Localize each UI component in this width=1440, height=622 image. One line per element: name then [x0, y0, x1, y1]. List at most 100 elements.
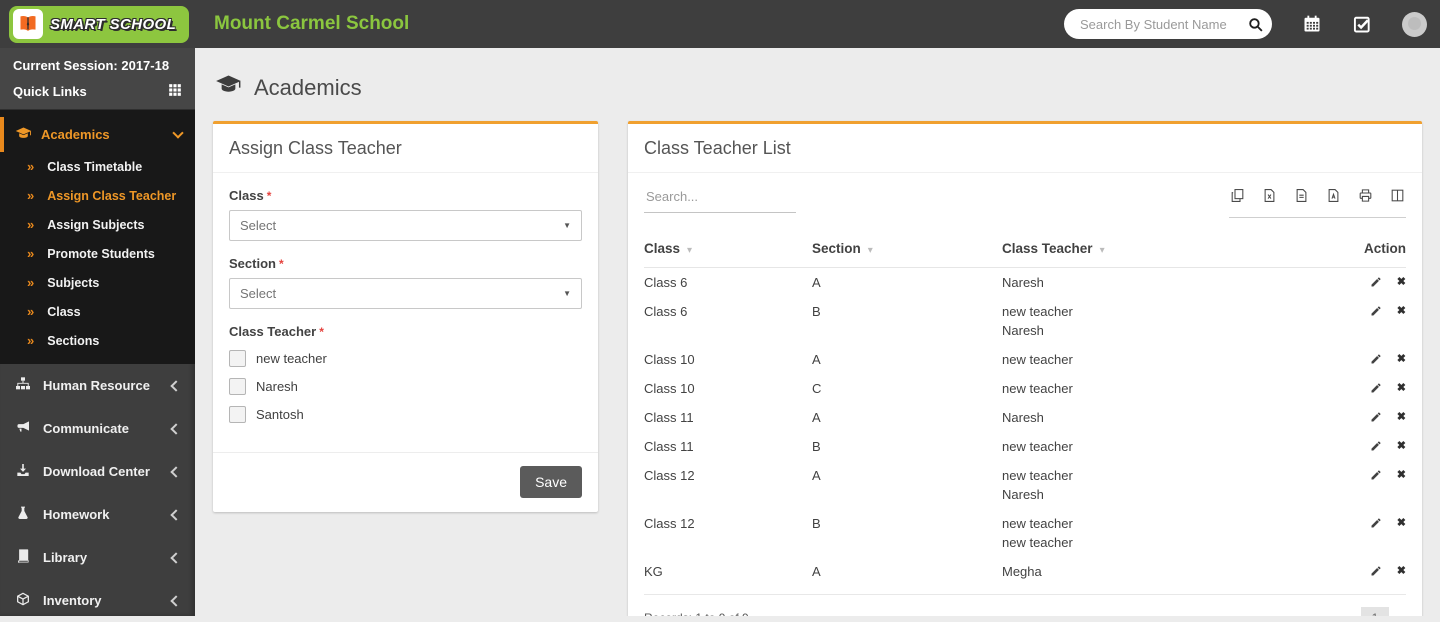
book-logo-icon — [13, 9, 43, 39]
sidebar-item-promote-students[interactable]: » Promote Students — [0, 239, 195, 268]
teacher-option-santosh[interactable]: Santosh — [229, 406, 582, 423]
delete-icon[interactable]: ✖ — [1396, 305, 1406, 317]
topbar-actions — [1064, 9, 1440, 39]
sidebar-item-human-resource[interactable]: Human Resource — [0, 364, 195, 407]
cell-class: Class 6 — [644, 304, 688, 319]
book-icon — [15, 548, 31, 567]
cell-teacher: new teacher new teacher — [1002, 516, 1073, 550]
sidebar-item-label: Human Resource — [43, 378, 150, 393]
sidebar: Current Session: 2017-18 Quick Links Aca… — [0, 48, 195, 616]
required-asterisk: * — [319, 325, 324, 339]
cell-teacher: new teacher Naresh — [1002, 468, 1073, 502]
chevron-down-icon — [172, 127, 184, 139]
delete-icon[interactable]: ✖ — [1396, 565, 1406, 577]
teacher-checkbox[interactable] — [229, 378, 246, 395]
delete-icon[interactable]: ✖ — [1396, 517, 1406, 529]
excel-icon[interactable] — [1262, 188, 1277, 208]
sidebar-item-assign-class-teacher[interactable]: » Assign Class Teacher — [0, 181, 195, 210]
class-select[interactable]: Select ▼ — [229, 210, 582, 241]
table-card-title: Class Teacher List — [628, 124, 1422, 173]
delete-icon[interactable]: ✖ — [1396, 411, 1406, 423]
prev-page-icon[interactable]: ‹ — [1344, 610, 1349, 616]
download-icon — [15, 462, 31, 481]
delete-icon[interactable]: ✖ — [1396, 382, 1406, 394]
section-select-value: Select — [240, 286, 277, 301]
edit-icon[interactable] — [1370, 305, 1382, 317]
sidebar-item-subjects[interactable]: » Subjects — [0, 268, 195, 297]
delete-icon[interactable]: ✖ — [1396, 276, 1406, 288]
edit-icon[interactable] — [1370, 565, 1382, 577]
cell-class: Class 10 — [644, 381, 695, 396]
main-content: Academics Assign Class Teacher Class * Se… — [195, 48, 1440, 616]
chevron-left-icon — [170, 465, 182, 478]
class-teacher-field-label: Class Teacher * — [229, 324, 324, 339]
edit-icon[interactable] — [1370, 411, 1382, 423]
table-row: Class 12 A new teacher Naresh ✖ — [644, 461, 1406, 509]
edit-icon[interactable] — [1370, 382, 1382, 394]
edit-icon[interactable] — [1370, 517, 1382, 529]
sidebar-item-inventory[interactable]: Inventory — [0, 579, 195, 622]
sidebar-item-download-center[interactable]: Download Center — [0, 450, 195, 493]
teacher-checkbox[interactable] — [229, 406, 246, 423]
sidebar-item-academics[interactable]: Academics — [0, 117, 195, 152]
double-arrow-icon: » — [27, 333, 35, 348]
graduation-cap-icon — [15, 125, 32, 145]
table-row: Class 6 A Naresh ✖ — [644, 268, 1406, 297]
chevron-left-icon — [170, 508, 182, 521]
edit-icon[interactable] — [1370, 469, 1382, 481]
double-arrow-icon: » — [27, 188, 35, 203]
sidebar-item-sections[interactable]: » Sections — [0, 326, 195, 355]
user-avatar[interactable] — [1402, 11, 1427, 37]
quick-links[interactable]: Quick Links — [13, 83, 182, 100]
quick-links-label: Quick Links — [13, 84, 87, 99]
cell-section: B — [812, 439, 821, 454]
cell-teacher: new teacher — [1002, 381, 1073, 396]
sort-icon: ▾ — [1099, 245, 1105, 256]
double-arrow-icon: » — [27, 159, 35, 174]
cell-teacher: Naresh — [1002, 275, 1044, 290]
edit-icon[interactable] — [1370, 353, 1382, 365]
save-button[interactable]: Save — [520, 466, 582, 498]
sidebar-item-communicate[interactable]: Communicate — [0, 407, 195, 450]
print-icon[interactable] — [1358, 188, 1373, 208]
sidebar-item-class-timetable[interactable]: » Class Timetable — [0, 152, 195, 181]
page-title: Academics — [215, 71, 1422, 104]
edit-icon[interactable] — [1370, 440, 1382, 452]
csv-icon[interactable] — [1294, 188, 1309, 208]
teacher-option-naresh[interactable]: Naresh — [229, 378, 582, 395]
delete-icon[interactable]: ✖ — [1396, 440, 1406, 452]
delete-icon[interactable]: ✖ — [1396, 469, 1406, 481]
next-page-icon[interactable]: › — [1401, 610, 1406, 616]
copy-icon[interactable] — [1230, 188, 1245, 208]
smart-school-logo[interactable]: SMART SCHOOL — [9, 5, 190, 43]
page-number[interactable]: 1 — [1360, 607, 1390, 616]
table-row: Class 12 B new teacher new teacher ✖ — [644, 509, 1406, 557]
sidebar-item-homework[interactable]: Homework — [0, 493, 195, 536]
sidebar-item-class[interactable]: » Class — [0, 297, 195, 326]
table-search-input[interactable] — [644, 185, 796, 213]
logo-text: SMART SCHOOL — [50, 15, 177, 33]
column-header-section[interactable]: Section ▾ — [812, 241, 873, 256]
teacher-option-new-teacher[interactable]: new teacher — [229, 350, 582, 367]
delete-icon[interactable]: ✖ — [1396, 353, 1406, 365]
cell-class: Class 11 — [644, 410, 694, 425]
student-search-input[interactable] — [1078, 15, 1244, 33]
grid-icon — [168, 83, 182, 100]
sidebar-item-library[interactable]: Library — [0, 536, 195, 579]
cell-section: B — [812, 516, 821, 531]
column-header-class[interactable]: Class ▾ — [644, 241, 693, 256]
column-header-class-teacher[interactable]: Class Teacher ▾ — [1002, 241, 1105, 256]
columns-icon[interactable] — [1390, 188, 1405, 208]
search-icon[interactable] — [1244, 13, 1266, 35]
section-select[interactable]: Select ▼ — [229, 278, 582, 309]
double-arrow-icon: » — [27, 304, 35, 319]
teacher-checkbox[interactable] — [229, 350, 246, 367]
academics-menu-group: Academics » Class Timetable » Assign Cla… — [0, 110, 195, 364]
edit-icon[interactable] — [1370, 276, 1382, 288]
teacher-checkbox-label: Naresh — [256, 379, 298, 394]
pdf-icon[interactable] — [1326, 188, 1341, 208]
calendar-icon[interactable] — [1302, 14, 1322, 34]
tasks-icon[interactable] — [1352, 14, 1372, 34]
table-row: Class 10 A new teacher ✖ — [644, 345, 1406, 374]
sidebar-item-assign-subjects[interactable]: » Assign Subjects — [0, 210, 195, 239]
